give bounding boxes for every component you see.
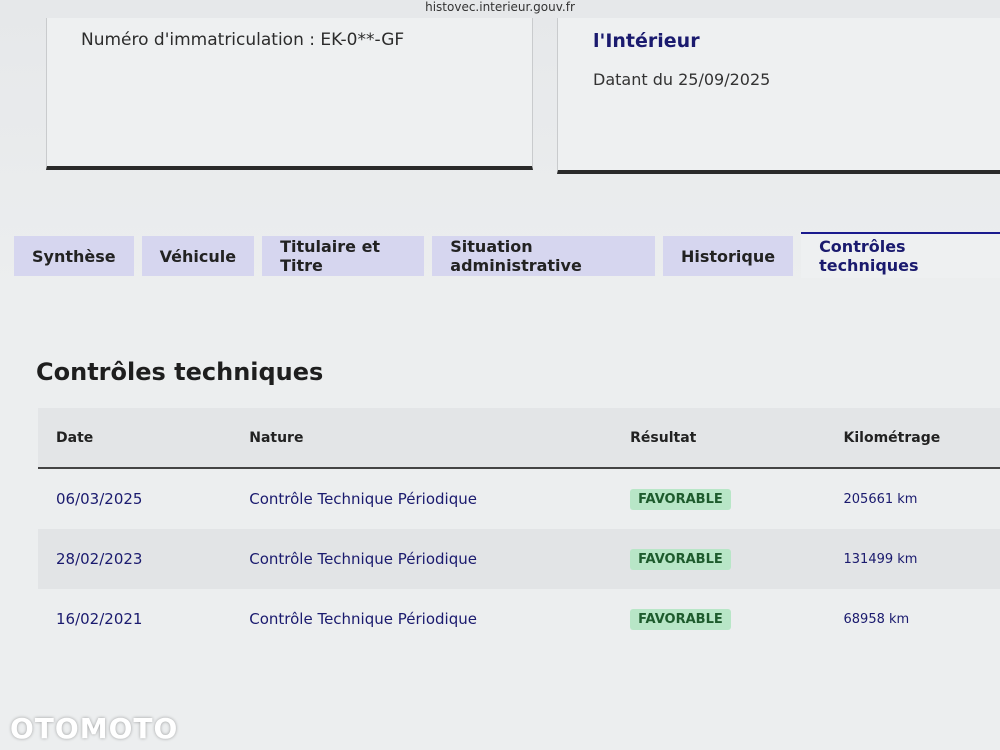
nature-cell: Contrôle Technique Périodique [249,490,477,508]
section-title: Contrôles techniques [36,358,324,386]
tab[interactable]: Titulaire et Titre [262,236,425,276]
table-row: 16/02/2021 Contrôle Technique Périodique F… [38,589,1000,649]
table-row: 06/03/2025 Contrôle Technique Périodique F… [38,468,1000,529]
tab-bar: Synthèse Véhicule Titulaire et Titre Situat… [14,232,1000,280]
tab[interactable]: Synthèse [14,236,134,276]
result-cell: FAVORABLE [612,589,825,649]
url-bar: histovec.interieur.gouv.fr [425,0,575,14]
watermark: OTOMOTO [10,712,179,745]
result-badge: FAVORABLE [630,608,731,630]
tab[interactable]: Historique [662,236,794,276]
nature-cell: Contrôle Technique Périodique [249,550,477,568]
inspections-table: Date Nature Résultat Kilométrage 06/03/2025… [38,408,1000,649]
result-cell: FAVORABLE [612,468,825,529]
registration: Numéro d'immatriculation : EK-0**-GF [81,30,405,50]
date-cell: 28/02/2023 [56,550,143,568]
tab[interactable]: Contrôles techniques [801,232,1000,278]
tab[interactable]: Situation administrative [432,236,655,276]
mileage-cell: 68958 km [843,611,910,627]
column-header: Kilométrage [843,429,941,446]
date-cell: 16/02/2021 [56,610,143,628]
result-badge: FAVORABLE [630,488,731,510]
table-body: 06/03/2025 Contrôle Technique Périodique F… [38,468,1000,649]
table-row: 28/02/2023 Contrôle Technique Périodique F… [38,529,1000,589]
column-header: Résultat [630,429,697,446]
info-card: l'Intérieur Datant du 25/09/2025 [557,18,1000,174]
mileage-cell: 205661 km [843,491,918,507]
card-date: Datant du 25/09/2025 [593,70,771,89]
header-row: Date Nature Résultat Kilométrage [38,408,1000,468]
date-cell: 06/03/2025 [56,490,143,508]
nature-cell: Contrôle Technique Périodique [249,610,477,628]
vehicle-card: Numéro d'immatriculation : EK-0**-GF [46,18,533,170]
tab[interactable]: Véhicule [141,236,255,276]
table-head: Date Nature Résultat Kilométrage [38,408,1000,468]
card-title: l'Intérieur [593,30,700,52]
mileage-cell: 131499 km [843,551,918,567]
tab-panel: Contrôles techniques Date Nature Résultat K… [0,280,1000,750]
column-header: Date [56,429,94,446]
column-header: Nature [249,429,304,446]
result-cell: FAVORABLE [612,529,825,589]
result-badge: FAVORABLE [630,548,731,570]
